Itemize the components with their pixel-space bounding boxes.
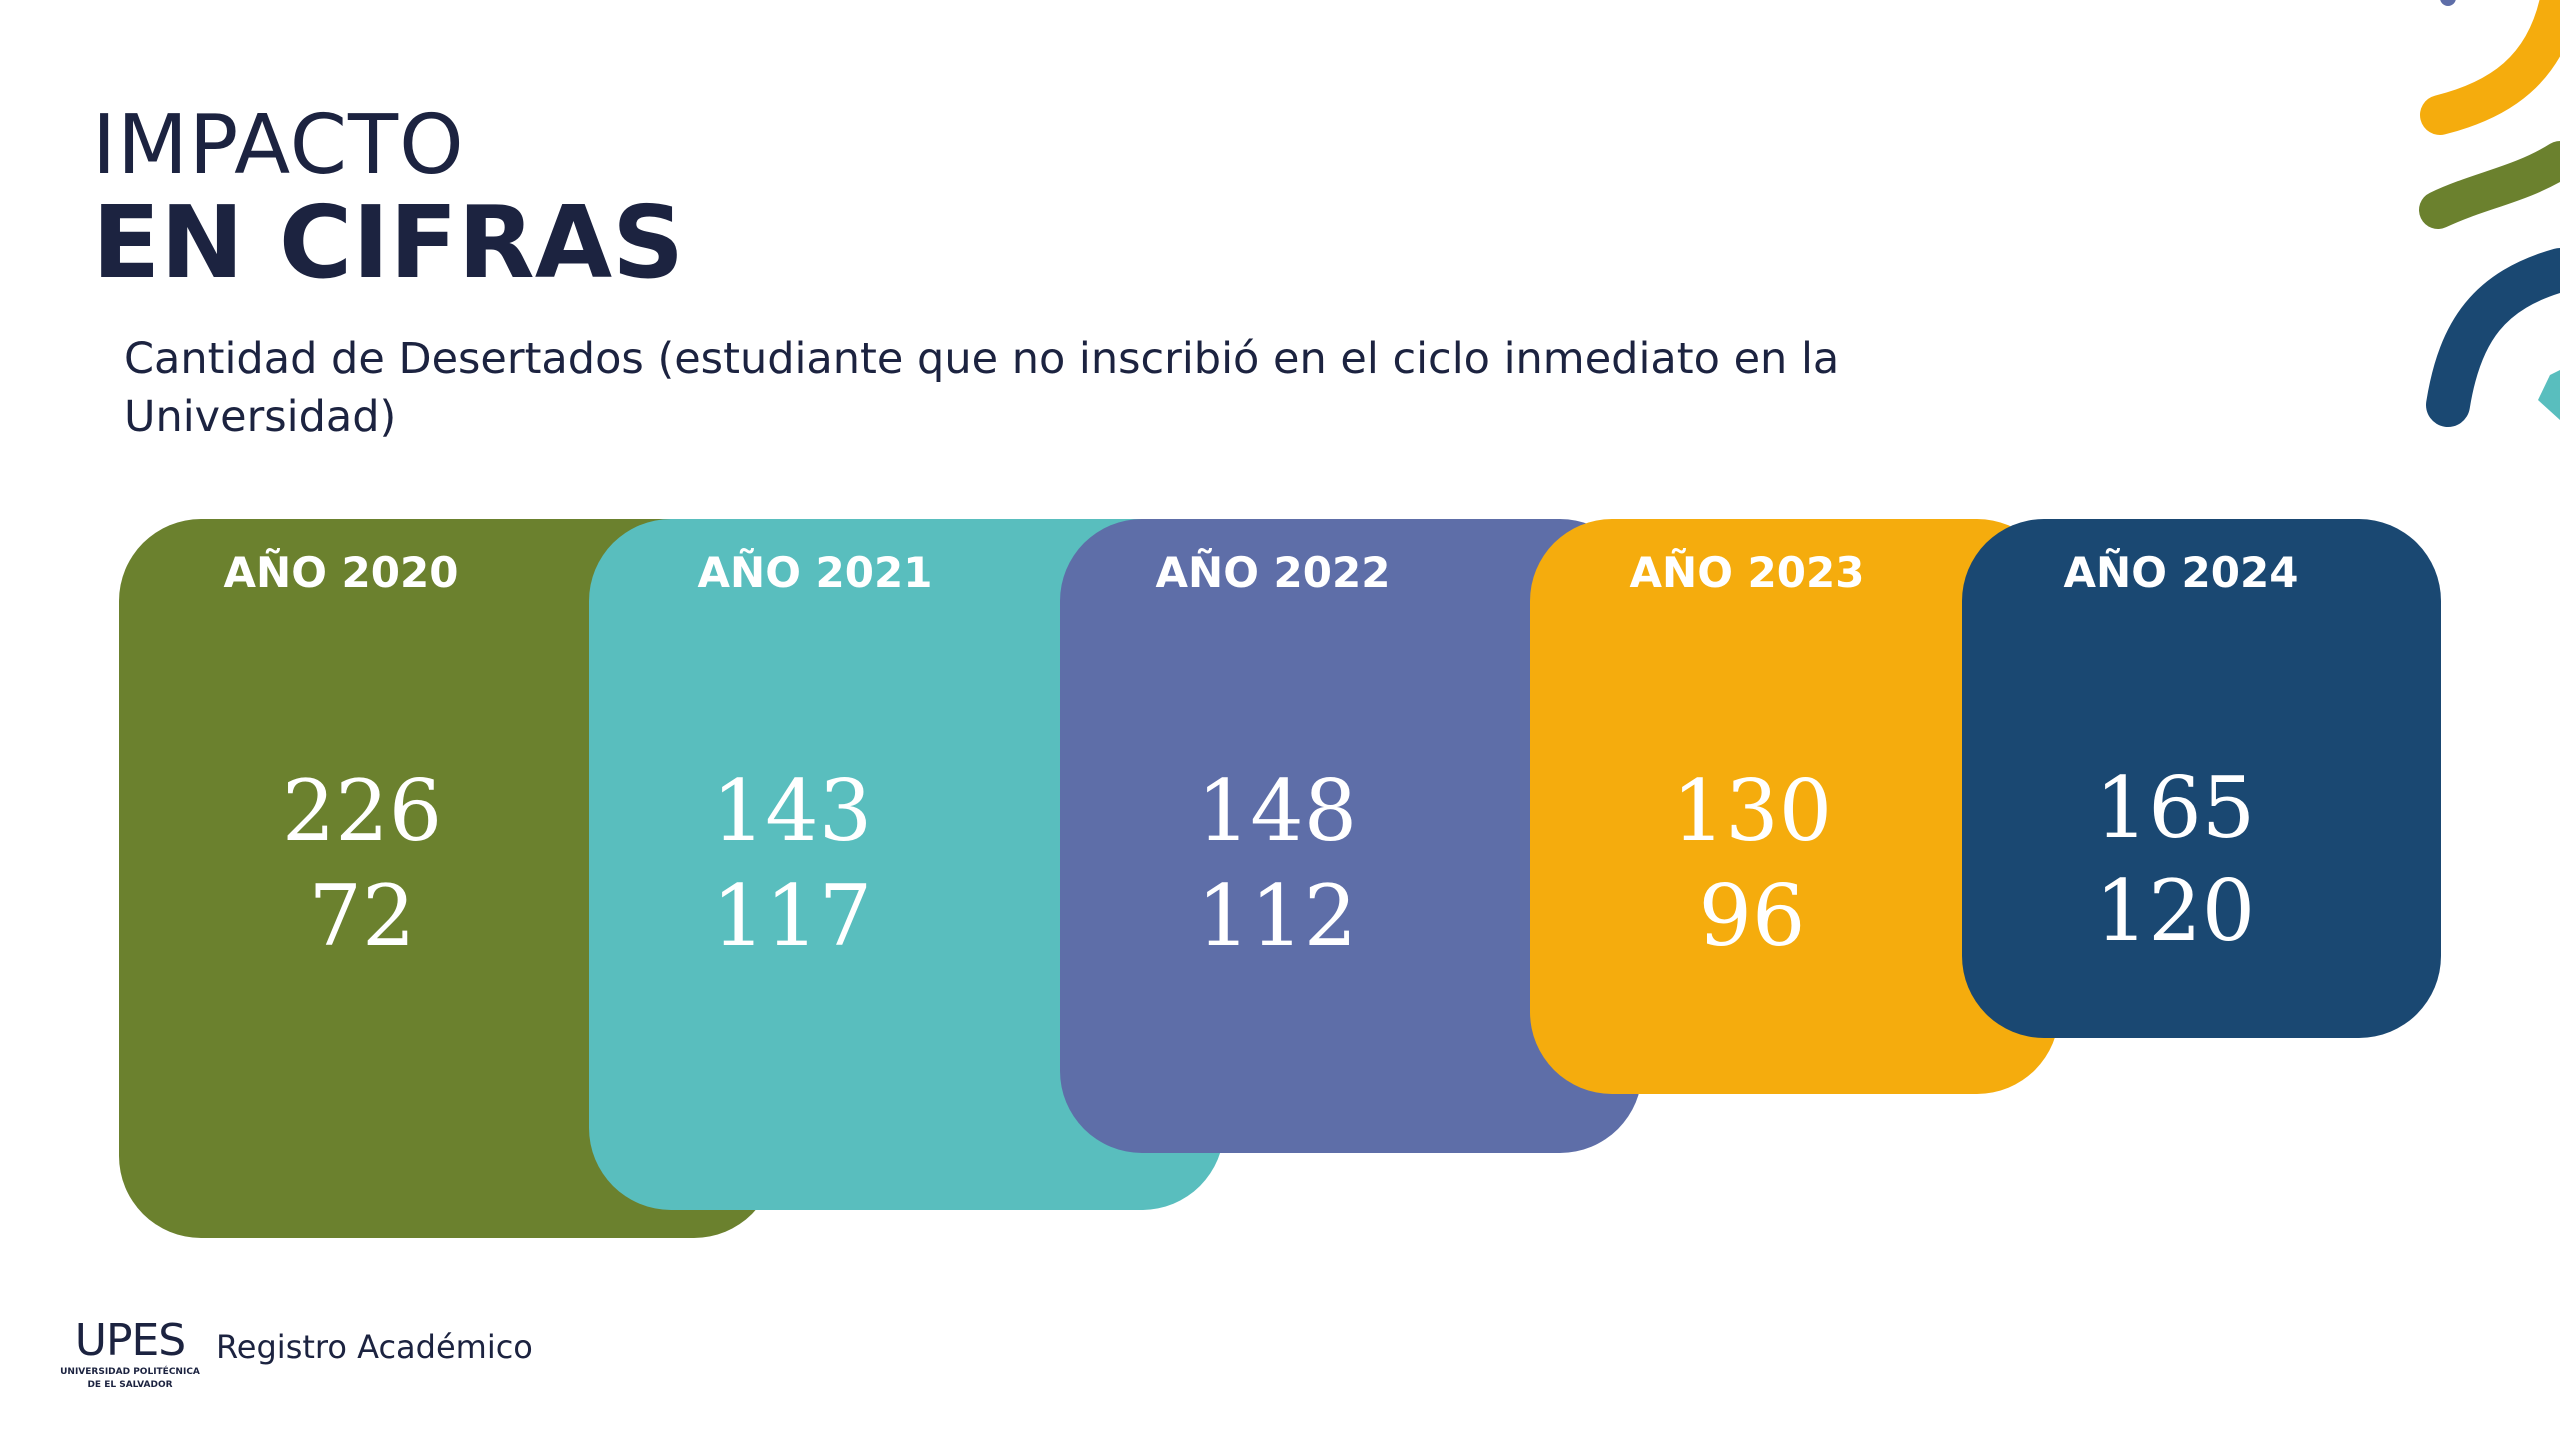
- card-value-2: 96: [1698, 867, 1806, 965]
- card-value-1: 148: [1196, 762, 1358, 860]
- logo-subtitle: UNIVERSIDAD POLITÉCNICA: [60, 1367, 200, 1377]
- card-value-2: 72: [308, 867, 416, 965]
- title-line-1: IMPACTO: [92, 98, 465, 193]
- card-value-1: 143: [711, 762, 873, 860]
- teal-stroke: [2538, 370, 2560, 420]
- decorative-strokes: [2419, 0, 2560, 427]
- card-label: AÑO 2020: [223, 548, 459, 597]
- card-value-2: 117: [711, 867, 873, 965]
- card-value-1: 130: [1671, 762, 1833, 860]
- card-label: AÑO 2024: [2063, 548, 2299, 597]
- upes-logo: UPES UNIVERSIDAD POLITÉCNICA DE EL SALVA…: [56, 1316, 204, 1392]
- orange-stroke: [2420, 0, 2560, 135]
- card-label: AÑO 2022: [1155, 548, 1391, 597]
- subtitle: Cantidad de Desertados (estudiante que n…: [124, 334, 1840, 442]
- logo-text: UPES: [74, 1315, 186, 1366]
- card-label: AÑO 2021: [697, 548, 933, 597]
- card-value-1: 165: [2094, 759, 2256, 857]
- card-2024: [1962, 519, 2441, 1038]
- logo-subtitle: DE EL SALVADOR: [87, 1380, 173, 1390]
- title-line-2: EN CIFRAS: [92, 184, 685, 301]
- department-label: Registro Académico: [216, 1328, 533, 1366]
- green-stroke: [2419, 141, 2560, 229]
- card-label: AÑO 2023: [1629, 548, 1865, 597]
- card-value-2: 112: [1196, 867, 1358, 965]
- navy-stroke: [2426, 248, 2560, 427]
- card-value-2: 120: [2094, 862, 2256, 960]
- card-value-1: 226: [281, 762, 443, 860]
- purple-dot: [2440, 0, 2456, 6]
